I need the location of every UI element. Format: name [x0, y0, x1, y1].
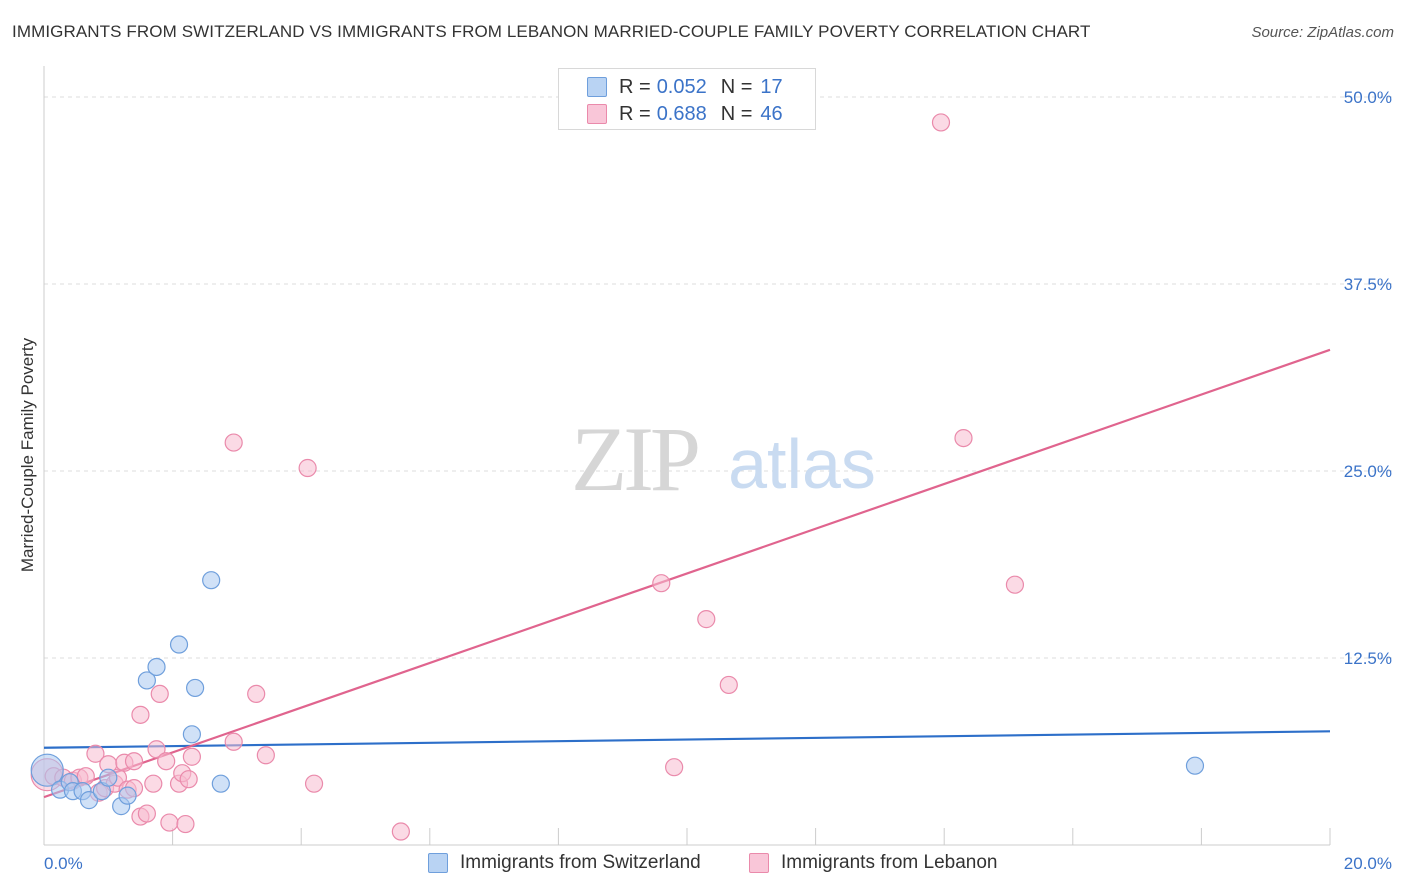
legend-n-label: N = [720, 102, 753, 125]
point-lebanon-37[interactable] [665, 758, 684, 777]
point-lebanon-6[interactable] [86, 744, 105, 763]
point-switzerland-16[interactable] [211, 774, 230, 793]
legend-n-value: 17 [760, 75, 783, 98]
axes [43, 66, 1331, 846]
watermark-atlas: atlas [728, 425, 876, 503]
watermark-zip: ZIP [571, 408, 698, 510]
legend-row-switzerland: R = 0.052 N = 17 [587, 75, 783, 99]
legend-r-label: R = [619, 102, 651, 125]
point-switzerland-9[interactable] [118, 786, 137, 805]
watermark: ZIP atlas [571, 408, 876, 510]
point-lebanon-30[interactable] [224, 433, 243, 452]
legend-swatch-lebanon [587, 104, 607, 124]
series-legend: Immigrants from Switzerland Immigrants f… [0, 852, 1406, 878]
point-switzerland-12[interactable] [169, 635, 189, 654]
point-lebanon-19[interactable] [144, 774, 163, 793]
point-lebanon-16[interactable] [131, 705, 150, 724]
point-lebanon-5[interactable] [76, 767, 95, 786]
legend-r-value: 0.052 [656, 75, 707, 98]
chart-title: IMMIGRANTS FROM SWITZERLAND VS IMMIGRANT… [12, 22, 1091, 41]
point-lebanon-18[interactable] [137, 804, 156, 823]
trendline-lebanon [43, 348, 1331, 799]
series-legend-switzerland[interactable]: Immigrants from Switzerland [428, 852, 701, 874]
point-lebanon-26[interactable] [176, 814, 195, 834]
point-lebanon-41[interactable] [954, 428, 973, 448]
y-tick-label-1: 25.0% [1344, 462, 1392, 481]
legend-swatch-switzerland [587, 77, 607, 97]
point-lebanon-35[interactable] [391, 822, 410, 841]
point-lebanon-33[interactable] [298, 458, 317, 478]
point-switzerland-13[interactable] [182, 725, 201, 744]
point-lebanon-27[interactable] [179, 770, 198, 789]
point-switzerland-17[interactable] [1185, 756, 1205, 775]
trend-lines [43, 348, 1331, 799]
data-points [30, 113, 1205, 841]
series-label-lebanon: Immigrants from Lebanon [781, 852, 998, 873]
source-label: Source: ZipAtlas.com [1251, 24, 1394, 41]
x-tick-label-1: 20.0% [1344, 854, 1392, 873]
legend-n-value: 46 [760, 102, 783, 125]
point-lebanon-29[interactable] [224, 732, 243, 751]
legend-row-lebanon: R = 0.688 N = 46 [587, 102, 783, 126]
legend-n-label: N = [720, 75, 753, 98]
series-legend-lebanon[interactable]: Immigrants from Lebanon [749, 852, 998, 874]
point-lebanon-42[interactable] [1005, 575, 1025, 594]
point-lebanon-36[interactable] [652, 574, 671, 593]
point-switzerland-0[interactable] [30, 753, 64, 787]
y-tick-label-0: 12.5% [1344, 649, 1392, 668]
point-switzerland-5[interactable] [79, 791, 99, 810]
point-lebanon-28[interactable] [182, 747, 201, 766]
legend-r-value: 0.688 [656, 102, 707, 125]
tick-labels: 12.5% 25.0% 37.5% 50.0% 0.0% 20.0% [44, 88, 1392, 873]
trendline-switzerland [43, 730, 1331, 749]
series-label-switzerland: Immigrants from Switzerland [460, 852, 701, 873]
point-switzerland-15[interactable] [202, 571, 221, 590]
point-switzerland-10[interactable] [137, 671, 156, 690]
point-switzerland-14[interactable] [186, 678, 205, 698]
grid [44, 96, 1392, 659]
point-lebanon-40[interactable] [931, 113, 951, 132]
y-tick-label-2: 37.5% [1344, 275, 1392, 294]
point-lebanon-32[interactable] [256, 746, 275, 765]
y-axis-label: Married-Couple Family Poverty [18, 337, 37, 573]
point-lebanon-20[interactable] [147, 740, 166, 759]
x-tick-label-0: 0.0% [44, 854, 83, 873]
point-switzerland-11[interactable] [147, 657, 166, 677]
point-lebanon-14[interactable] [124, 752, 144, 771]
y-tick-label-3: 50.0% [1344, 88, 1392, 107]
point-lebanon-22[interactable] [157, 752, 176, 771]
point-lebanon-39[interactable] [719, 675, 738, 695]
correlation-legend: R = 0.052 N = 17 R = 0.688 N = 46 [558, 68, 816, 130]
point-switzerland-7[interactable] [99, 768, 118, 787]
point-lebanon-38[interactable] [697, 610, 716, 629]
point-lebanon-31[interactable] [247, 684, 266, 704]
series-swatch-lebanon [749, 853, 769, 873]
point-lebanon-34[interactable] [304, 774, 324, 793]
point-lebanon-23[interactable] [160, 813, 179, 832]
series-swatch-switzerland [428, 853, 448, 873]
legend-r-label: R = [619, 75, 651, 98]
point-lebanon-21[interactable] [150, 684, 169, 704]
